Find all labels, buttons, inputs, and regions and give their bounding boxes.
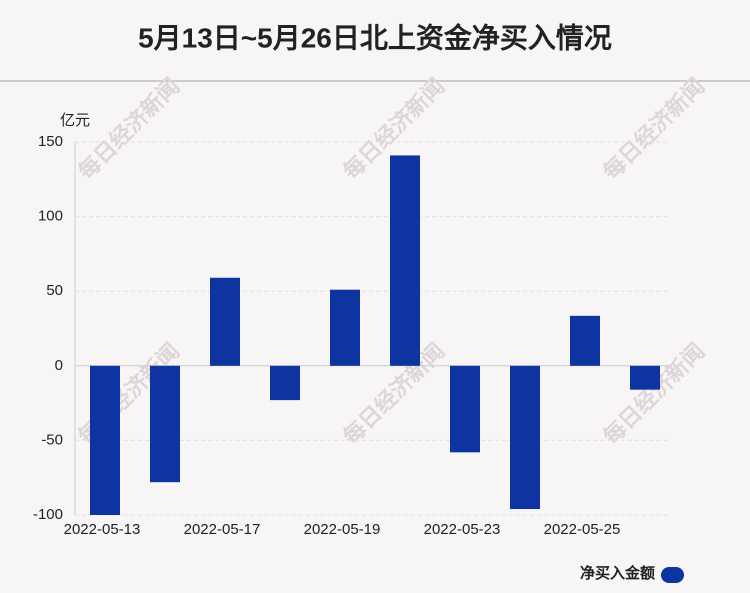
chart-title: 5月13日~5月26日北上资金净买入情况 [138, 21, 612, 53]
x-tick-label: 2022-05-25 [544, 521, 621, 538]
x-tick-label: 2022-05-19 [304, 521, 381, 538]
bar [90, 365, 120, 515]
x-tick-label: 2022-05-23 [424, 521, 501, 538]
y-tick-label: -50 [41, 431, 63, 448]
bar [150, 365, 180, 483]
bar [210, 277, 240, 366]
x-tick-label: 2022-05-13 [64, 521, 141, 538]
y-unit: 亿元 [60, 112, 90, 129]
legend-label: 净买入金额 [580, 564, 655, 582]
x-tick-label: 2022-05-17 [184, 521, 261, 538]
y-tick-label: 0 [55, 357, 63, 374]
bar [510, 365, 540, 510]
y-tick-label: -100 [33, 506, 63, 523]
bar [270, 365, 300, 401]
bar [570, 315, 600, 366]
bar [330, 289, 360, 366]
y-tick-label: 100 [38, 208, 63, 225]
y-tick-label: 50 [46, 282, 63, 299]
y-tick-label: 150 [38, 133, 63, 150]
bar [630, 365, 660, 390]
legend-swatch [661, 567, 684, 583]
bar [390, 155, 420, 366]
bar [450, 365, 480, 453]
